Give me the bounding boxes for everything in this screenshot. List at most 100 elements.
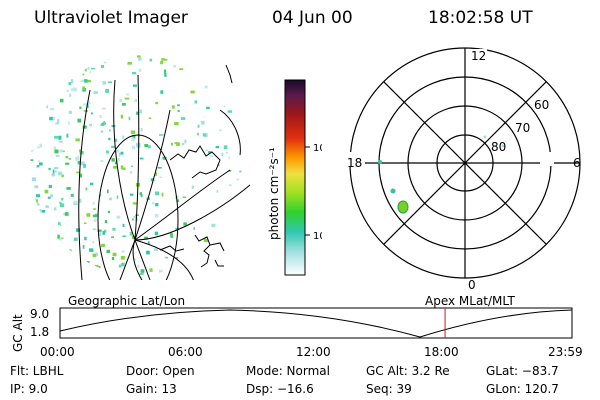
aurora-speckle bbox=[101, 55, 104, 60]
aurora-speckle bbox=[127, 61, 132, 65]
aurora-speckle bbox=[132, 71, 137, 75]
aurora-speckle bbox=[228, 156, 230, 160]
aurora-speckle bbox=[100, 160, 104, 162]
aurora-speckle bbox=[58, 81, 61, 86]
aurora-speckle bbox=[243, 265, 245, 270]
colorbar-tick-100: 100 bbox=[313, 143, 322, 154]
aurora-speckle bbox=[164, 72, 167, 77]
aurora-speckle bbox=[37, 258, 41, 262]
aurora-speckle bbox=[37, 160, 40, 162]
aurora-speckle bbox=[216, 78, 221, 83]
aurora-speckle bbox=[51, 173, 55, 177]
aurora-speckle bbox=[244, 96, 246, 101]
orbit-frame bbox=[59, 307, 573, 339]
aurora-speckle bbox=[80, 161, 85, 166]
aurora-speckle bbox=[105, 88, 110, 93]
aurora-speckle bbox=[224, 84, 229, 86]
aurora-speckle bbox=[107, 210, 111, 214]
aurora-speckle bbox=[243, 237, 246, 240]
aurora-speckle bbox=[128, 116, 131, 121]
aurora-speckle bbox=[31, 239, 33, 243]
aurora-speckle bbox=[36, 223, 42, 226]
aurora-speckle bbox=[67, 121, 70, 125]
aurora-speckle bbox=[162, 156, 167, 160]
aurora-speckle bbox=[75, 228, 81, 232]
aurora-speckle bbox=[171, 142, 174, 146]
aurora-speckle bbox=[179, 68, 184, 71]
aurora-speckle bbox=[121, 102, 126, 106]
aurora-speckle bbox=[233, 72, 238, 76]
aurora-speckle bbox=[204, 133, 208, 138]
mlt-label-0: 0 bbox=[468, 278, 476, 290]
aurora-speckle bbox=[33, 74, 38, 79]
aurora-speckle bbox=[229, 224, 233, 228]
aurora-speckle bbox=[118, 264, 122, 268]
aurora-speckle bbox=[209, 155, 214, 158]
aurora-speckle bbox=[83, 103, 88, 106]
aurora-speckle bbox=[161, 58, 166, 61]
aurora-speckle bbox=[176, 199, 180, 203]
aurora-speckle bbox=[153, 248, 158, 251]
aurora-speckle bbox=[154, 213, 159, 218]
aurora-speckle bbox=[120, 114, 124, 119]
aurora-speckle bbox=[247, 167, 249, 170]
aurora-speckle bbox=[182, 142, 185, 146]
aurora-speckle bbox=[208, 78, 213, 80]
lat-label-70: 70 bbox=[515, 121, 530, 135]
aurora-speckle bbox=[54, 149, 59, 154]
aurora-speckle bbox=[44, 57, 48, 60]
aurora-speckle bbox=[155, 203, 159, 207]
aurora-speckle bbox=[92, 253, 97, 258]
aurora-speckle bbox=[131, 165, 134, 168]
aurora-speckle bbox=[226, 63, 230, 67]
aurora-speckle bbox=[112, 165, 118, 169]
aurora-speckle bbox=[39, 67, 42, 72]
aurora-speckle bbox=[80, 79, 85, 82]
aurora-speckle bbox=[89, 71, 92, 74]
aurora-speckle bbox=[53, 166, 59, 170]
aurora-speckle bbox=[84, 67, 87, 72]
aurora-speckle bbox=[92, 228, 97, 231]
aurora-speckle bbox=[147, 145, 151, 149]
aurora-speckle bbox=[53, 207, 57, 211]
aurora-speckle bbox=[48, 167, 51, 171]
aurora-speckle bbox=[236, 178, 240, 181]
aurora-speckle bbox=[38, 209, 42, 213]
aurora-speckle bbox=[89, 123, 92, 127]
aurora-speckle bbox=[132, 84, 137, 87]
aurora-speckle bbox=[89, 248, 94, 252]
aurora-speckle bbox=[59, 149, 63, 153]
aurora-speckle bbox=[78, 149, 82, 152]
aurora-speckle bbox=[119, 98, 123, 103]
aurora-speckle bbox=[75, 156, 80, 161]
aurora-speckle bbox=[136, 111, 140, 115]
aurora-speckle bbox=[61, 237, 64, 239]
aurora-speckle bbox=[201, 64, 204, 66]
aurora-speckle bbox=[176, 142, 180, 146]
aurora-speckle bbox=[114, 138, 118, 142]
aurora-speckle bbox=[133, 215, 137, 219]
aurora-speckle bbox=[202, 133, 207, 137]
aurora-speckle bbox=[59, 98, 64, 103]
date-label: 04 Jun 00 bbox=[272, 8, 353, 28]
aurora-speckle bbox=[193, 227, 196, 230]
aurora-speckle bbox=[77, 160, 80, 165]
aurora-speckle bbox=[61, 197, 64, 201]
aurora-speckle bbox=[139, 109, 143, 114]
aurora-speckle bbox=[30, 259, 33, 262]
aurora-speckle bbox=[173, 64, 176, 68]
aurora-speckle bbox=[111, 158, 115, 162]
aurora-speckle bbox=[211, 223, 216, 228]
aurora-speckle bbox=[66, 273, 71, 275]
aurora-speckle bbox=[158, 134, 164, 136]
aurora-speckle bbox=[33, 65, 36, 69]
aurora-speckle bbox=[182, 196, 187, 199]
aurora-speckle bbox=[177, 110, 180, 113]
orbit-ytick-9: 9.0 bbox=[30, 307, 49, 321]
aurora-speckle bbox=[83, 222, 87, 225]
aurora-speckle bbox=[31, 84, 36, 88]
aurora-speckle bbox=[49, 253, 52, 256]
aurora-speckle bbox=[144, 236, 149, 240]
aurora-speckle bbox=[83, 163, 87, 168]
aurora-speckle bbox=[140, 193, 143, 198]
